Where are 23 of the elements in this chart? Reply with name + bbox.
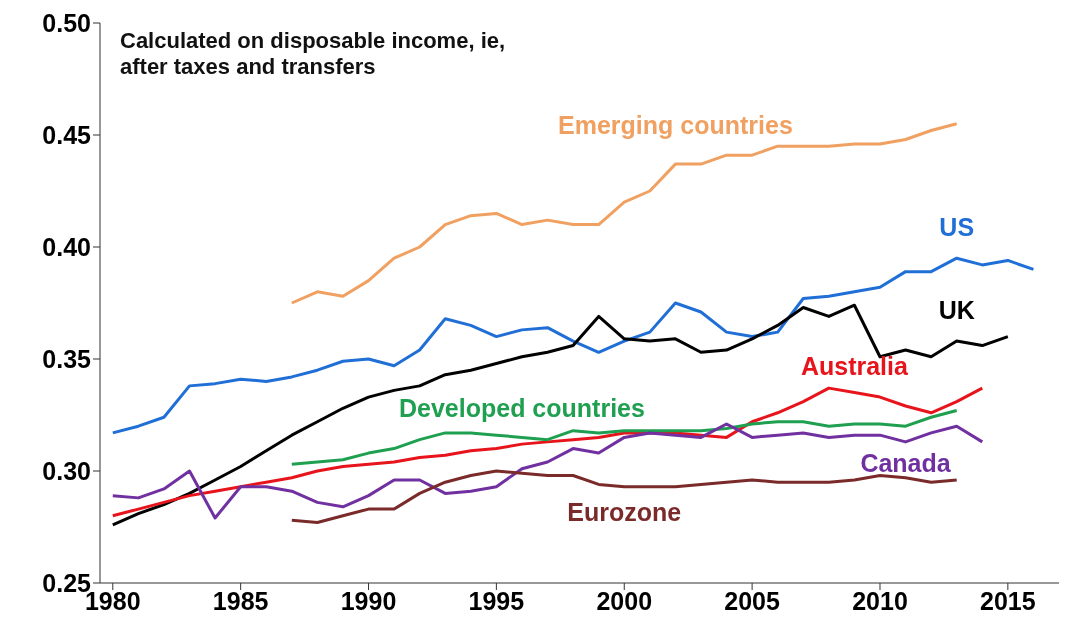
line-series <box>111 256 1035 435</box>
x-tick-label: 2010 <box>852 586 908 615</box>
series-label: US <box>939 213 975 242</box>
line-series <box>111 303 1010 527</box>
x-tick-label: 1990 <box>340 586 397 615</box>
series-label: Eurozone <box>567 497 682 526</box>
y-tick-label: 0.40 <box>42 232 91 261</box>
series-label: Canada <box>860 448 952 477</box>
x-tick-label: 2000 <box>596 586 653 615</box>
x-tick-label: 2015 <box>980 586 1036 615</box>
y-tick-label: 0.50 <box>42 8 91 37</box>
x-tick-label: 1985 <box>212 586 269 615</box>
annotation: Calculated on disposable income, ie, after taxes and transfers <box>120 28 507 80</box>
line-series <box>111 422 984 520</box>
y-tick-label: 0.30 <box>42 456 91 485</box>
x-tick-label: 1995 <box>468 586 525 615</box>
y-tick-label: 0.35 <box>42 344 92 373</box>
series-label: UK <box>938 296 975 325</box>
x-tick-label: 2005 <box>724 586 781 615</box>
y-tick-label: 0.45 <box>42 120 92 149</box>
series-label: Australia <box>800 351 909 380</box>
series-label: Emerging countries <box>558 111 793 140</box>
series-label: Developed countries <box>399 394 645 423</box>
